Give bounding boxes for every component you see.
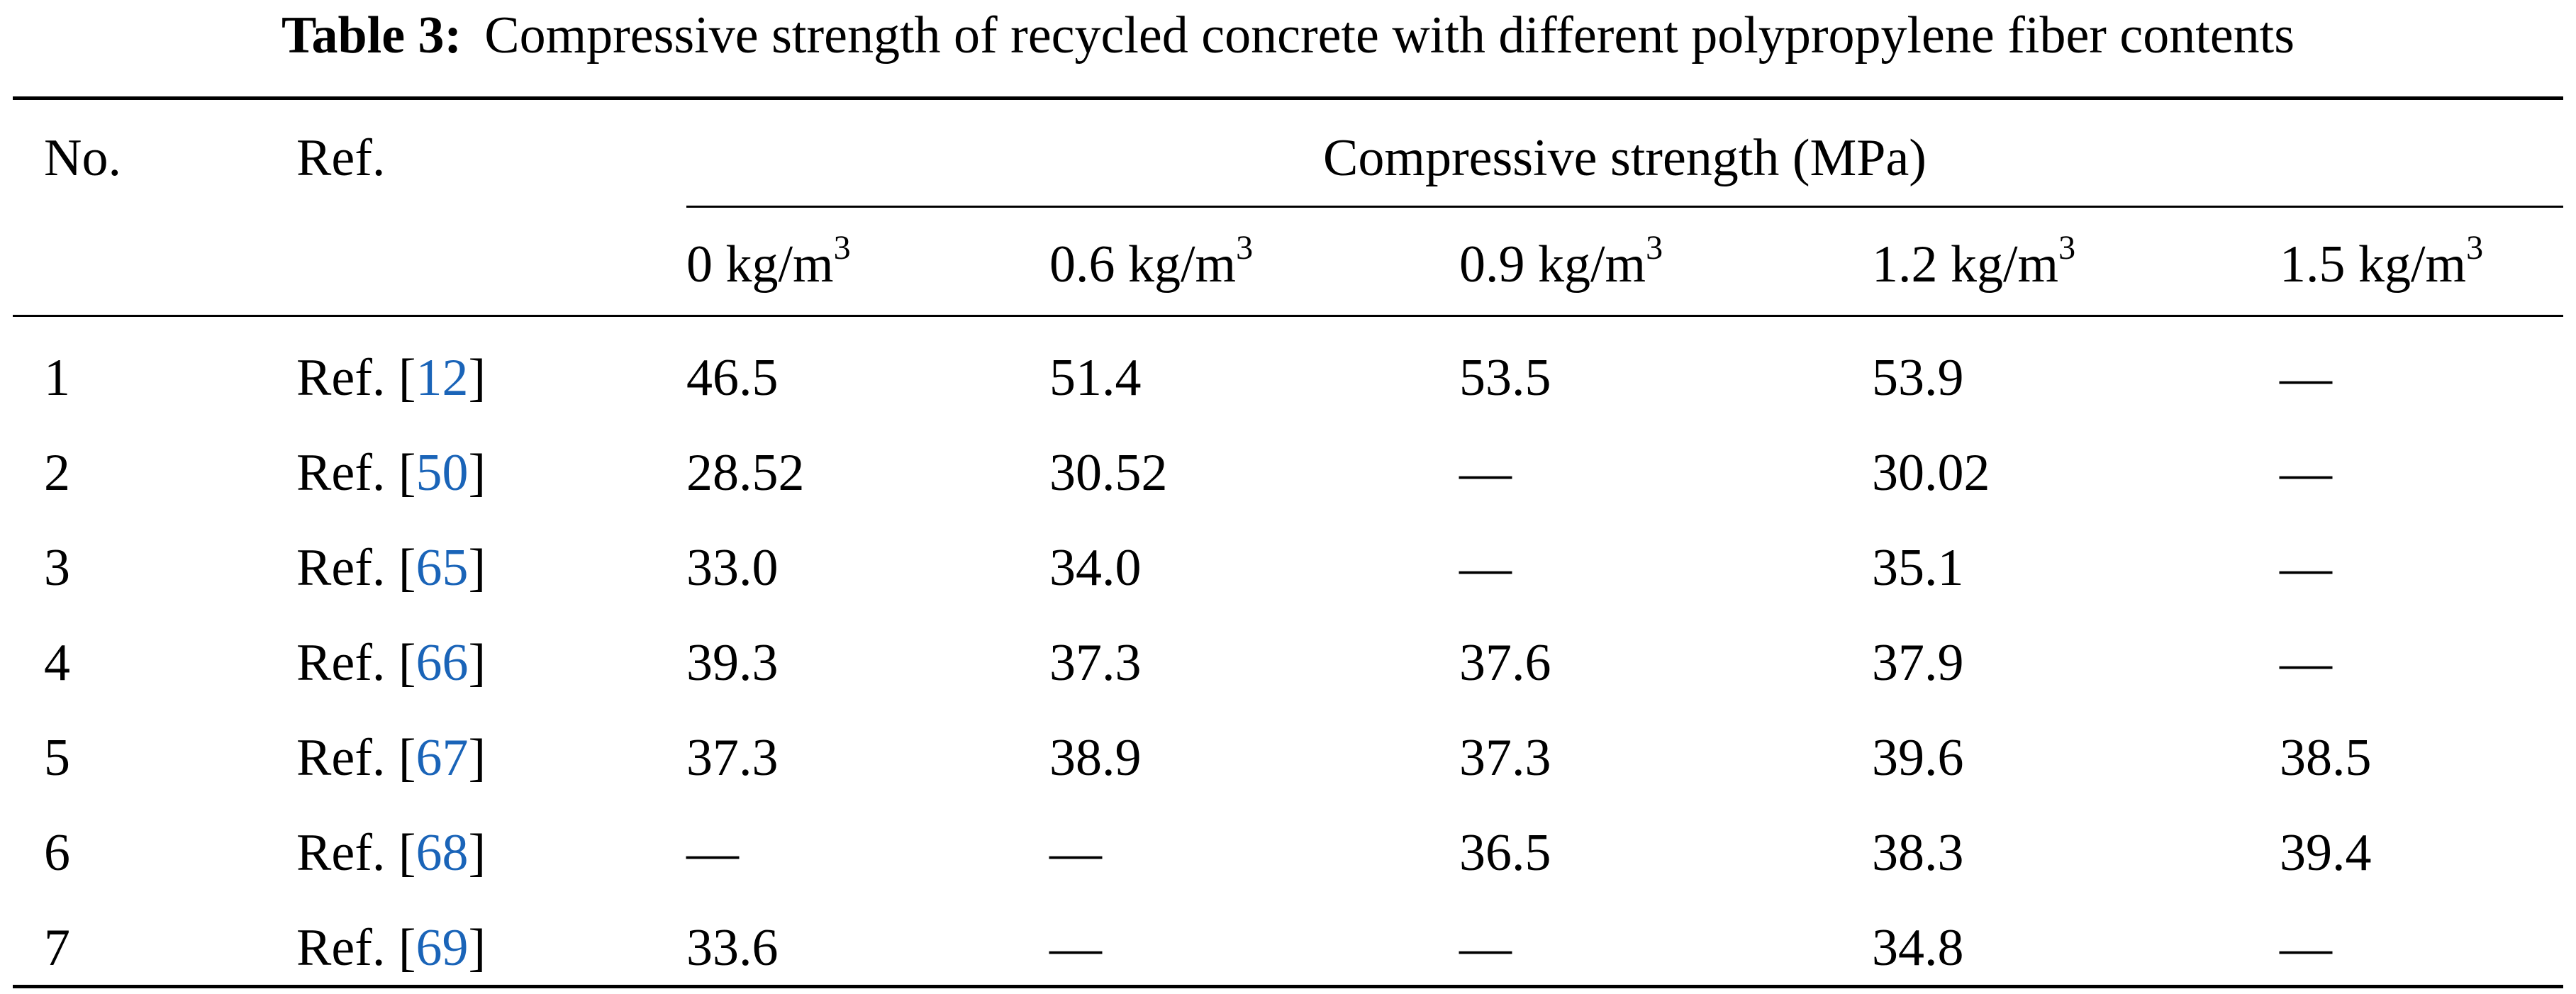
reference-link[interactable]: 68 [416,824,469,882]
reference-link[interactable]: 50 [416,444,469,502]
header-bottom-rule [13,315,2563,317]
reference-link[interactable]: 67 [416,729,469,787]
header-content-unit: kg/m [1951,235,2059,294]
table-caption-text: Compressive strength of recycled concret… [484,6,2295,65]
header-content-2: 0.9 kg/m3 [1459,231,1663,296]
reference-link[interactable]: 69 [416,919,469,977]
header-content-unit: kg/m [1538,235,1646,294]
row-reference: Ref. [67] [296,729,486,787]
strength-value: 34.0 [1049,539,1142,597]
strength-value: 38.5 [2280,729,2372,787]
header-content-3: 1.2 kg/m3 [1872,231,2075,296]
strength-value: — [2280,634,2332,692]
strength-value: 28.52 [686,444,805,502]
strength-value: 46.5 [686,349,779,407]
row-reference: Ref. [66] [296,634,486,692]
top-rule [13,96,2563,100]
strength-value: — [1049,919,1102,977]
row-number: 3 [44,539,70,597]
table-caption: Table 3: Compressive strength of recycled… [0,0,2576,91]
row-reference: Ref. [50] [296,444,486,502]
strength-value: 37.3 [1459,729,1551,787]
strength-value: — [2280,919,2332,977]
header-ref: Ref. [296,129,386,187]
strength-value: 39.6 [1872,729,1964,787]
strength-value: 33.0 [686,539,779,597]
header-content-unit-exponent: 3 [1646,229,1663,267]
header-content-unit-exponent: 3 [833,229,851,267]
strength-value: 37.3 [1049,634,1142,692]
header-compressive-strength: Compressive strength (MPa) [1323,129,1927,187]
header-content-1: 0.6 kg/m3 [1049,231,1253,296]
strength-value: 53.9 [1872,349,1964,407]
strength-value: 53.5 [1459,349,1551,407]
header-content-4: 1.5 kg/m3 [2280,231,2483,296]
strength-value: 33.6 [686,919,779,977]
strength-value: — [2280,349,2332,407]
header-content-value: 0.9 [1459,235,1538,294]
row-reference: Ref. [65] [296,539,486,597]
strength-value: 37.6 [1459,634,1551,692]
header-content-unit-exponent: 3 [2466,229,2484,267]
strength-value: — [686,824,739,882]
header-content-unit: kg/m [1128,235,1237,294]
strength-value: — [1049,824,1102,882]
header-content-0: 0 kg/m3 [686,231,851,296]
header-content-value: 0 [686,235,726,294]
strength-value: 30.52 [1049,444,1168,502]
row-number: 4 [44,634,70,692]
strength-value: — [2280,444,2332,502]
reference-link[interactable]: 12 [416,349,469,407]
header-content-value: 1.2 [1872,235,1951,294]
row-reference: Ref. [69] [296,919,486,977]
strength-value: 39.4 [2280,824,2372,882]
strength-value: 37.9 [1872,634,1964,692]
table-caption-label: Table 3: [281,6,462,65]
strength-value: — [2280,539,2332,597]
header-no: No. [44,129,121,187]
strength-value: — [1459,919,1512,977]
strength-value: 34.8 [1872,919,1964,977]
strength-value: 37.3 [686,729,779,787]
strength-value: — [1459,539,1512,597]
header-content-unit: kg/m [2358,235,2467,294]
header-content-value: 0.6 [1049,235,1128,294]
strength-value: 38.3 [1872,824,1964,882]
header-content-unit-exponent: 3 [2058,229,2076,267]
header-content-value: 1.5 [2280,235,2358,294]
strength-value: 51.4 [1049,349,1142,407]
group-header-rule [686,206,2563,208]
row-reference: Ref. [12] [296,349,486,407]
strength-value: 36.5 [1459,824,1551,882]
strength-value: — [1459,444,1512,502]
bottom-rule [13,985,2563,988]
reference-link[interactable]: 65 [416,539,469,597]
strength-value: 38.9 [1049,729,1142,787]
strength-value: 35.1 [1872,539,1964,597]
strength-value: 39.3 [686,634,779,692]
reference-link[interactable]: 66 [416,634,469,692]
row-number: 2 [44,444,70,502]
row-number: 7 [44,919,70,977]
header-content-unit: kg/m [725,235,834,294]
strength-value: 30.02 [1872,444,1990,502]
row-reference: Ref. [68] [296,824,486,882]
row-number: 5 [44,729,70,787]
row-number: 1 [44,349,70,407]
row-number: 6 [44,824,70,882]
header-content-unit-exponent: 3 [1236,229,1254,267]
